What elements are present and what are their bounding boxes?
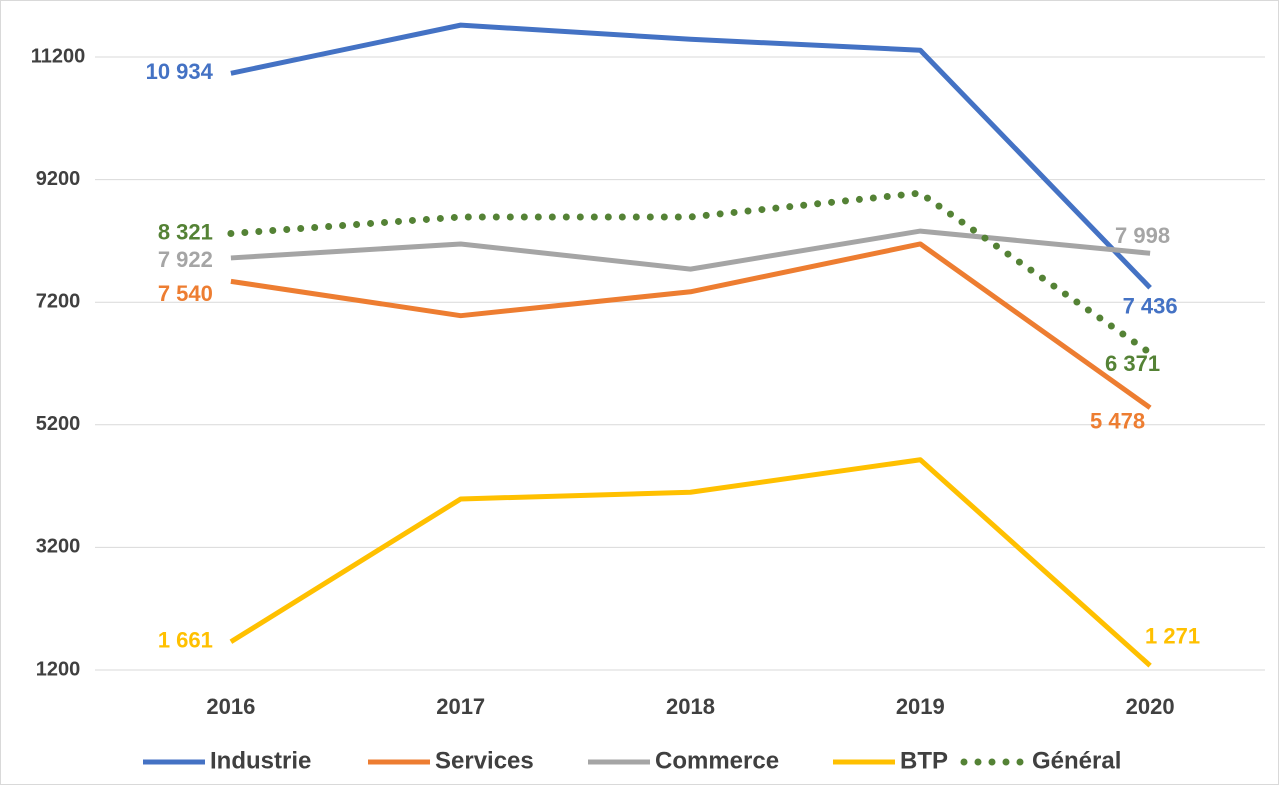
x-tick-label: 2016 bbox=[206, 694, 255, 719]
line-series bbox=[230, 22, 1152, 290]
y-tick-label: 5200 bbox=[36, 413, 81, 435]
data-label: 6 371 bbox=[1105, 351, 1160, 376]
data-label: 7 922 bbox=[158, 247, 213, 272]
line-series bbox=[230, 228, 1151, 272]
x-tick-label: 2019 bbox=[896, 694, 945, 719]
data-label: 8 321 bbox=[158, 219, 213, 244]
y-tick-label: 3200 bbox=[36, 536, 81, 558]
x-tick-label: 2020 bbox=[1126, 694, 1175, 719]
data-label: 5 478 bbox=[1090, 409, 1145, 434]
data-label: 10 934 bbox=[146, 59, 214, 84]
x-tick-label: 2018 bbox=[666, 694, 715, 719]
data-label: 1 271 bbox=[1145, 623, 1200, 648]
x-tick-label: 2017 bbox=[436, 694, 485, 719]
data-label: 7 540 bbox=[158, 281, 213, 306]
y-tick-label: 9200 bbox=[36, 168, 81, 190]
legend-label: BTP bbox=[900, 747, 948, 774]
line-series bbox=[227, 189, 1154, 357]
y-tick-label: 11200 bbox=[31, 45, 86, 67]
legend-label: Industrie bbox=[210, 747, 311, 774]
y-tick-label: 7200 bbox=[36, 290, 81, 312]
line-series bbox=[230, 241, 1152, 410]
line-series bbox=[229, 457, 1152, 668]
legend-label: Services bbox=[435, 747, 534, 774]
legend-label: Commerce bbox=[655, 747, 779, 774]
data-label: 7 436 bbox=[1123, 294, 1178, 319]
data-label: 7 998 bbox=[1115, 223, 1170, 248]
data-label: 1 661 bbox=[158, 628, 213, 653]
legend-label: Général bbox=[1032, 747, 1121, 774]
y-tick-label: 1200 bbox=[36, 658, 81, 680]
